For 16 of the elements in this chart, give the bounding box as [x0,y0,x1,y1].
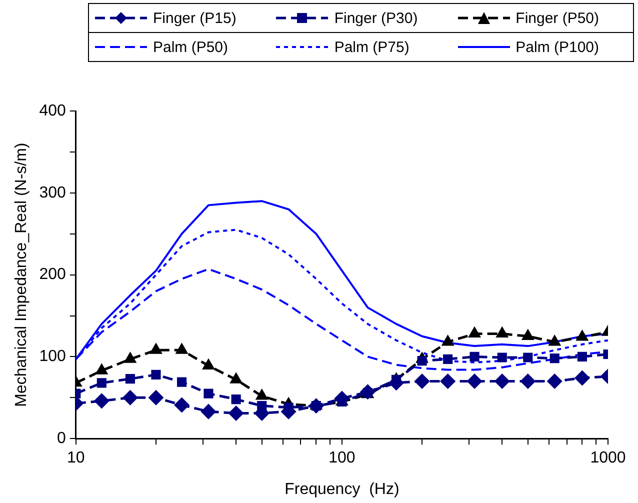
y-tick-label: 100 [39,348,66,366]
y-tick-label: 0 [56,430,66,448]
legend-label: Palm (P75) [334,38,410,56]
x-tick-label: 100 [328,450,356,467]
legend-label: Finger (P50) [516,10,600,26]
legend-label: Palm (P100) [516,38,600,56]
x-axis-title: Frequency (Hz) [284,480,400,498]
y-axis-title: Mechanical Impedance_Real (N-s/m) [13,142,30,407]
legend-label: Finger (P15) [153,10,236,26]
legend-label: Palm (P50) [153,38,228,56]
x-tick-label: 1000 [590,450,626,467]
x-tick-label: 10 [66,450,85,467]
y-tick-label: 300 [39,184,66,202]
legend-label: Finger (P30) [334,10,418,26]
y-tick-label: 200 [39,266,66,284]
y-tick-label: 400 [39,102,66,120]
